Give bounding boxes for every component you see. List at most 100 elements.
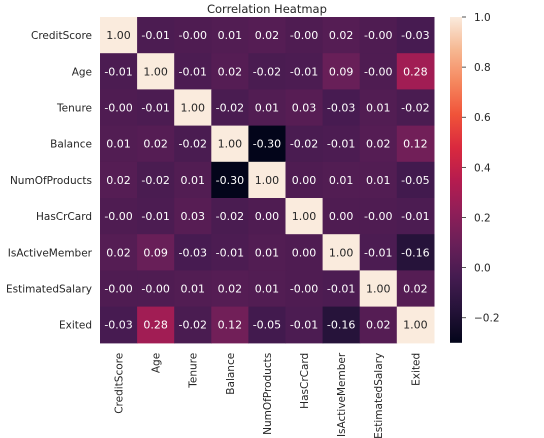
- cell-value-label: -0.02: [179, 319, 207, 332]
- heatmap-cell: [396, 270, 435, 308]
- cell-value-label: -0.02: [401, 102, 429, 115]
- heatmap-cell: [322, 125, 361, 163]
- cell-value-label: -0.01: [216, 246, 244, 259]
- cell-value-label: 0.12: [218, 319, 243, 332]
- colorbar-tick-label: 0.4: [474, 162, 491, 174]
- heatmap-cell: [322, 306, 361, 344]
- cell-value-label: 0.09: [143, 246, 168, 259]
- heatmap-cell: [248, 234, 287, 271]
- heatmap-cell: [285, 198, 324, 235]
- cell-value-label: -0.01: [104, 65, 132, 78]
- heatmap-cell: [248, 161, 287, 199]
- cell-value-label: 1.00: [143, 65, 168, 78]
- chart-title: Correlation Heatmap: [207, 2, 327, 16]
- heatmap-cell: [100, 17, 138, 54]
- cell-value-label: 0.02: [106, 246, 131, 259]
- cell-value-label: 0.00: [329, 210, 354, 223]
- cell-value-label: -0.00: [364, 210, 392, 223]
- heatmap-cell: [285, 125, 324, 163]
- row-label-isactivemember: IsActiveMember: [8, 247, 93, 259]
- row-label-numofproducts: NumOfProducts: [10, 175, 92, 187]
- cell-value-label: 0.02: [255, 29, 280, 42]
- heatmap-cell: [359, 89, 398, 127]
- cell-value-label: -0.02: [141, 174, 169, 187]
- heatmap-cell: [396, 306, 435, 344]
- cell-value-label: -0.02: [216, 102, 244, 115]
- heatmap-cell: [396, 17, 435, 54]
- heatmap-cell: [322, 161, 361, 199]
- heatmap-cell: [322, 270, 361, 308]
- cell-value-label: -0.30: [216, 174, 244, 187]
- cell-value-label: -0.30: [253, 138, 281, 151]
- cell-value-label: -0.05: [401, 174, 429, 187]
- column-label-creditscore: CreditScore: [114, 353, 126, 414]
- heatmap-cell: [211, 234, 249, 271]
- heatmap-cell: [285, 270, 324, 308]
- cell-value-label: 0.01: [255, 102, 280, 115]
- row-label-hascrcard: HasCrCard: [36, 211, 92, 223]
- cell-value-label: 0.01: [366, 174, 391, 187]
- heatmap-cell: [248, 125, 287, 163]
- cell-value-label: 0.00: [292, 246, 317, 259]
- heatmap-cell: [211, 198, 249, 235]
- cell-value-label: 0.12: [403, 138, 428, 151]
- cell-value-label: 0.03: [292, 102, 317, 115]
- heatmap-cell: [211, 53, 249, 90]
- row-label-exited: Exited: [59, 320, 92, 332]
- heatmap-cell: [396, 125, 435, 163]
- colorbar: [450, 17, 462, 343]
- heatmap-cell: [137, 161, 175, 199]
- heatmap-cell: [248, 89, 287, 127]
- cell-value-label: -0.00: [104, 283, 132, 296]
- cell-value-label: 0.02: [218, 283, 243, 296]
- cell-value-label: 1.00: [329, 246, 354, 259]
- heatmap-cell: [359, 53, 398, 90]
- cell-value-label: 0.01: [329, 174, 354, 187]
- cell-value-label: 1.00: [366, 283, 391, 296]
- cell-value-label: -0.00: [141, 283, 169, 296]
- heatmap-cell: [137, 198, 175, 235]
- heatmap-cell: [248, 17, 287, 54]
- cell-value-label: 0.00: [292, 174, 317, 187]
- heatmap-cell: [396, 234, 435, 271]
- cell-value-label: 0.01: [255, 283, 280, 296]
- cell-value-label: 0.00: [255, 210, 280, 223]
- heatmap-cell: [100, 270, 138, 308]
- colorbar-tick-label: 0.2: [474, 212, 491, 224]
- cell-value-label: -0.03: [401, 29, 429, 42]
- row-tick-labels: CreditScore Age Tenure Balance NumOfProducts…: [6, 30, 93, 332]
- heatmap-cell: [174, 234, 212, 271]
- heatmap-cell: [285, 161, 324, 199]
- cell-value-label: -0.01: [141, 29, 169, 42]
- cell-value-label: 0.28: [143, 319, 168, 332]
- heatmap-cell: [174, 53, 212, 90]
- heatmap-cells: 1.00 -0.01 -0.00 0.01 0.02 -0.00 0.02 -0.00 -0.0…: [100, 17, 435, 344]
- cell-value-label: -0.00: [104, 102, 132, 115]
- cell-value-label: -0.02: [253, 65, 281, 78]
- heatmap-cell: [174, 198, 212, 235]
- cell-value-label: 1.00: [106, 29, 131, 42]
- cell-value-label: -0.01: [179, 65, 207, 78]
- heatmap-cell: [174, 161, 212, 199]
- cell-value-label: 0.02: [403, 283, 428, 296]
- heatmap-cell: [322, 53, 361, 90]
- cell-value-label: -0.01: [141, 210, 169, 223]
- heatmap-cell: [137, 270, 175, 308]
- cell-value-label: 0.02: [366, 319, 391, 332]
- heatmap-cell: [396, 53, 435, 90]
- cell-value-label: -0.01: [327, 283, 355, 296]
- cell-value-label: 1.00: [218, 138, 243, 151]
- colorbar-tick-label: 0.0: [474, 263, 491, 275]
- colorbar-tick-label: 0.8: [474, 62, 491, 74]
- cell-value-label: 1.00: [255, 174, 280, 187]
- cell-value-label: -0.00: [290, 29, 318, 42]
- heatmap-cell: [248, 53, 287, 90]
- heatmap-cell: [211, 17, 249, 54]
- heatmap-cell: [137, 53, 175, 90]
- colorbar-tick-label: 0.6: [474, 112, 491, 124]
- colorbar-tick-label: 1.0: [474, 12, 491, 24]
- cell-value-label: -0.01: [290, 319, 318, 332]
- cell-value-label: -0.00: [104, 210, 132, 223]
- cell-value-label: -0.00: [364, 29, 392, 42]
